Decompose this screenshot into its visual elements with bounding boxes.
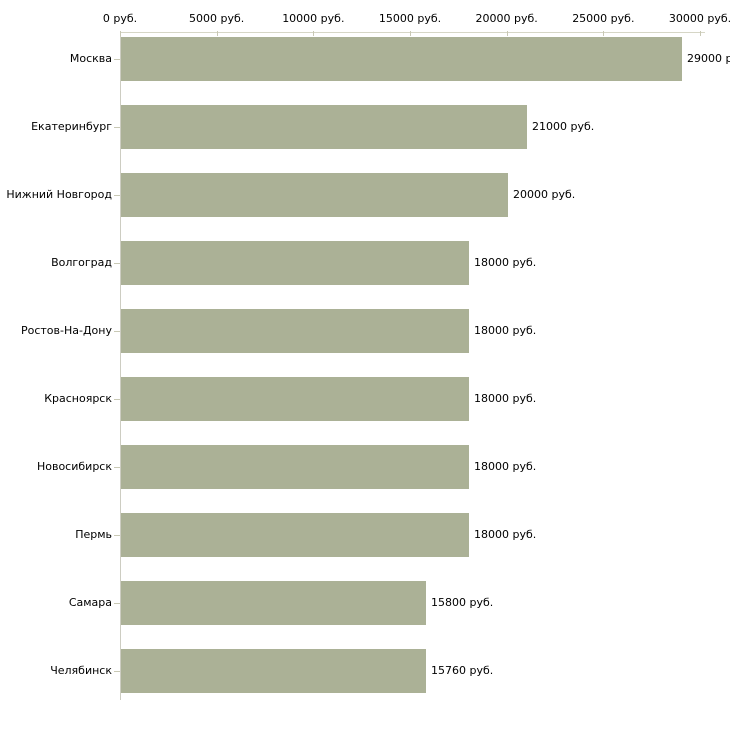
category-label: Новосибирск — [36, 460, 112, 473]
bar-value-label: 18000 руб. — [474, 324, 537, 337]
bar-8 — [121, 513, 469, 557]
x-axis-tick-mark — [506, 31, 508, 36]
bar-value-label: 15800 руб. — [431, 596, 494, 609]
bar-4 — [121, 241, 469, 285]
x-axis-tick-mark — [313, 31, 315, 36]
bar-value-label: 18000 руб. — [474, 528, 537, 541]
category-label: Москва — [69, 52, 112, 65]
bar-7 — [121, 445, 469, 489]
bar-1 — [121, 37, 682, 81]
x-axis-tick-mark — [410, 31, 411, 36]
bar-3 — [121, 173, 508, 217]
y-axis-tick-mark — [114, 399, 120, 400]
x-axis-line — [120, 32, 705, 33]
bar-10 — [121, 649, 426, 693]
y-axis-tick-mark — [114, 195, 120, 196]
bar-5 — [121, 309, 469, 353]
y-axis-line — [120, 32, 121, 700]
bar-value-label: 15760 руб. — [431, 664, 494, 677]
y-axis-tick-mark — [114, 59, 120, 60]
x-axis-tick-label: 20000 руб. — [475, 12, 538, 25]
bar-value-label: 29000 р — [687, 52, 730, 65]
category-label: Ростов-На-Дону — [20, 324, 112, 337]
bar-value-label: 18000 руб. — [474, 460, 537, 473]
x-axis-tick-mark — [700, 31, 701, 36]
x-axis-tick-label: 0 руб. — [102, 12, 138, 25]
category-label: Челябинск — [50, 664, 112, 677]
bar-value-label: 21000 руб. — [532, 120, 595, 133]
bar-6 — [121, 377, 469, 421]
category-label: Нижний Новгород — [6, 188, 112, 201]
bar-value-label: 18000 руб. — [474, 392, 537, 405]
category-label: Самара — [68, 596, 112, 609]
category-label: Красноярск — [44, 392, 112, 405]
x-axis-tick-mark — [216, 31, 218, 36]
y-axis-tick-mark — [114, 467, 120, 468]
bar-value-label: 20000 руб. — [513, 188, 576, 201]
x-axis-tick-label: 5000 руб. — [189, 12, 245, 25]
bar-2 — [121, 105, 527, 149]
x-axis-tick-label: 10000 руб. — [282, 12, 345, 25]
category-label: Пермь — [75, 528, 112, 541]
bar-value-label: 18000 руб. — [474, 256, 537, 269]
x-axis-tick-mark — [120, 31, 121, 36]
x-axis-tick-label: 25000 руб. — [572, 12, 635, 25]
y-axis-tick-mark — [114, 671, 120, 672]
y-axis-tick-mark — [114, 331, 120, 332]
y-axis-tick-mark — [114, 127, 120, 128]
y-axis-tick-mark — [114, 263, 120, 264]
y-axis-tick-mark — [114, 535, 120, 536]
x-axis-tick-label: 15000 руб. — [378, 12, 442, 25]
category-label: Волгоград — [51, 256, 112, 269]
x-axis-tick-mark — [603, 31, 605, 36]
bar-9 — [121, 581, 426, 625]
y-axis-tick-mark — [114, 603, 120, 604]
category-label: Екатеринбург — [31, 120, 112, 133]
x-axis-tick-label: 30000 руб. — [668, 12, 730, 25]
